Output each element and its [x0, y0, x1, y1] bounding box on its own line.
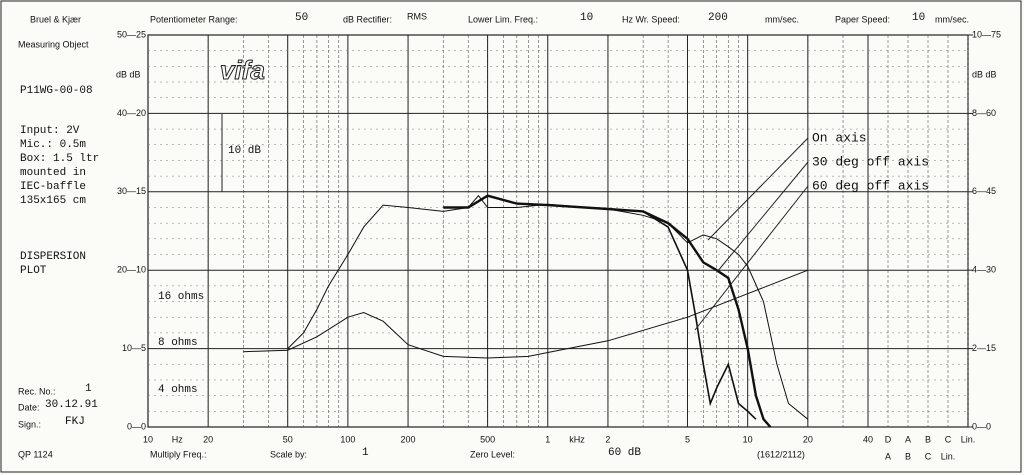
label: Zero Level: [470, 449, 515, 459]
label: Measuring Object [18, 39, 89, 49]
y-tick-label: 40—20 [117, 108, 146, 118]
filter-label: D [885, 434, 892, 444]
series-line [243, 269, 808, 359]
label: Hz Wr. Speed: [622, 14, 680, 24]
y-tick-label: 20—10 [117, 265, 146, 275]
x-tick-label: 10 [143, 434, 153, 444]
x-tick-label: 2 [605, 434, 610, 444]
x-tick-label: 20 [203, 434, 213, 444]
filter-label: A [885, 451, 891, 461]
object: P11WG-00-08 [20, 85, 93, 97]
label: Sign.: [18, 419, 41, 429]
value: 200 [708, 12, 728, 24]
label: (1612/2112) [757, 449, 805, 459]
filter-label: Lin. [941, 451, 956, 461]
x-tick-label: 5 [685, 434, 690, 444]
filter-label: C [925, 451, 932, 461]
annotation: 8 ohms [158, 337, 198, 349]
x-unit: kHz [569, 434, 585, 444]
label: QP 1124 [18, 449, 53, 459]
value: 10 [912, 12, 925, 24]
note: Box: 1.5 ltr [20, 153, 99, 165]
note: DISPERSION [20, 251, 86, 263]
value: 1 [362, 447, 369, 459]
x-unit: Hz [172, 434, 183, 444]
annotation: 10 dB [228, 145, 261, 157]
value: 1 [85, 383, 92, 395]
annotation: 4 ohms [158, 384, 198, 396]
x-tick-label: 50 [283, 434, 293, 444]
filter-label: Lin. [961, 434, 976, 444]
series-arrow [716, 161, 809, 273]
label: Potentiometer Range: [150, 14, 238, 24]
value: 60 dB [608, 447, 641, 459]
value: 10 [580, 12, 593, 24]
value: RMS [407, 11, 427, 21]
note: IEC-baffle [20, 181, 86, 193]
label: Multiply Freq.: [150, 449, 207, 459]
series-label: On axis [812, 130, 867, 145]
x-tick-label: 500 [480, 434, 495, 444]
label: Paper Speed: [835, 14, 890, 24]
label: Scale by: [270, 449, 307, 459]
note: mounted in [20, 167, 86, 179]
value: 50 [295, 12, 308, 24]
axis-unit: dB dB [116, 69, 141, 79]
x-tick-label: 20 [803, 434, 813, 444]
series-label: 30 deg off axis [812, 154, 929, 169]
filter-label: A [905, 434, 911, 444]
y-tick-label: 0—0 [127, 421, 146, 431]
note: Mic.: 0.5m [20, 139, 86, 151]
y2-tick-label: 6—45 [972, 186, 996, 196]
x-tick-label: 100 [340, 434, 355, 444]
label: Rec. No.: [18, 386, 56, 396]
x-tick-label: 10 [743, 434, 753, 444]
value: FKJ [65, 416, 85, 428]
brand: Bruel & Kjær [30, 14, 81, 24]
filter-label: B [925, 434, 931, 444]
series-arrow [707, 137, 809, 241]
plot-frame [147, 34, 969, 428]
y2-tick-label: 4—30 [972, 265, 996, 275]
y2-tick-label: 8—60 [972, 108, 996, 118]
filter-label: B [905, 451, 911, 461]
filter-label: C [945, 434, 952, 444]
x-tick-label: 40 [863, 434, 873, 444]
logo: vifa [220, 55, 265, 85]
series-label: 60 deg off axis [812, 178, 929, 193]
annotation: 16 ohms [158, 291, 204, 303]
axis-unit: dB dB [972, 69, 997, 79]
y2-tick-label: 2—15 [972, 343, 996, 353]
label: Lower Lim. Freq.: [468, 14, 538, 24]
note: PLOT [20, 265, 47, 277]
label: mm/sec. [765, 14, 799, 24]
label: Date: [18, 402, 40, 412]
label: mm/sec. [935, 14, 969, 24]
value: 30.12.91 [45, 399, 98, 411]
x-tick-label: 1 [545, 434, 550, 444]
note: 135x165 cm [20, 195, 86, 207]
label: dB Rectifier: [343, 14, 392, 24]
note: Input: 2V [20, 125, 80, 137]
y2-tick-label: 10—75 [972, 29, 1001, 39]
series-line [642, 210, 757, 420]
y-tick-label: 30—15 [117, 186, 146, 196]
y2-tick-label: 0—0 [972, 421, 991, 431]
y-tick-label: 10—5 [122, 343, 146, 353]
x-tick-label: 200 [401, 434, 416, 444]
series-line [443, 194, 772, 428]
y-tick-label: 50—25 [117, 29, 146, 39]
series-arrow [694, 185, 809, 331]
